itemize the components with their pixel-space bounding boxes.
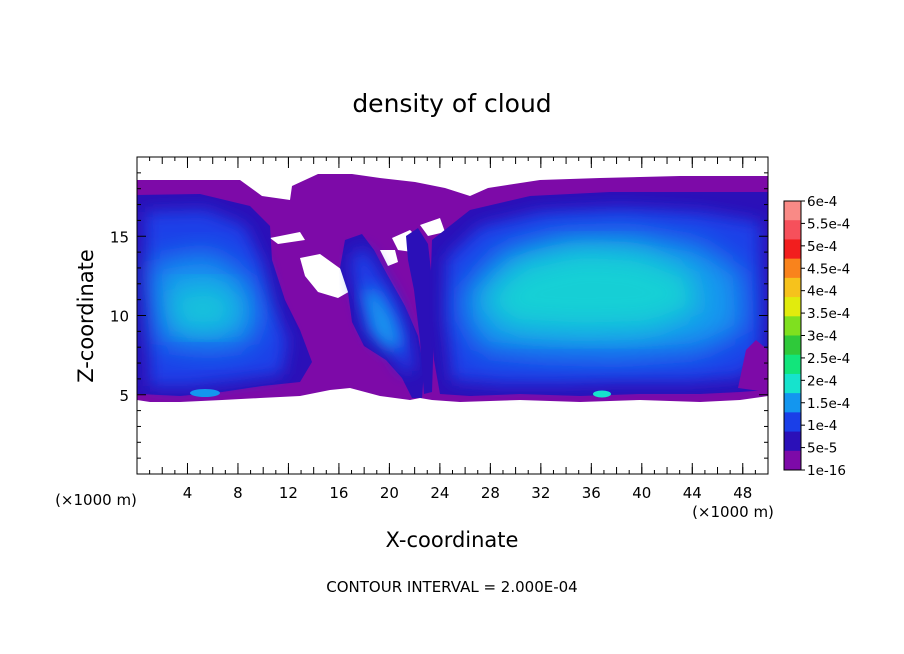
x-tick-label: 12 <box>279 484 298 502</box>
colorbar-swatch <box>784 412 801 433</box>
colorbar-label: 1e-16 <box>807 463 846 479</box>
colorbar-label: 2e-4 <box>807 373 837 389</box>
colorbar-label: 5e-4 <box>807 239 837 255</box>
y-tick-label: 15 <box>110 228 129 246</box>
x-tick-label: 32 <box>531 484 550 502</box>
colorbar-swatch <box>784 258 801 279</box>
central-stem <box>406 228 434 394</box>
right-cloud <box>430 192 768 398</box>
left-cloud <box>137 194 312 397</box>
colorbar-label: 2.5e-4 <box>807 351 850 367</box>
left-cloud-2e-4 <box>165 284 240 332</box>
x-tick-label: 28 <box>481 484 500 502</box>
colorbar-label: 3e-4 <box>807 329 837 345</box>
heatmap-field <box>137 174 768 402</box>
colorbar-label: 5.5e-4 <box>807 216 850 232</box>
colorbar-swatch <box>784 297 801 317</box>
y-tick-label: 5 <box>119 387 129 405</box>
colorbar-label: 4.5e-4 <box>807 261 850 277</box>
clear-gap <box>380 250 398 266</box>
x-tick-label: 40 <box>632 484 651 502</box>
colorbar: 6e-4 5.5e-4 5e-4 4.5e-4 4e-4 3.5e-4 3e-4 2.5e-4… <box>783 194 850 479</box>
x-axis-label: X-coordinate <box>386 528 519 552</box>
x-axis-unit-right: (×1000 m) <box>692 503 774 521</box>
colorbar-swatch <box>784 373 801 394</box>
colorbar-label: 4e-4 <box>807 284 837 300</box>
x-tick-label: 48 <box>733 484 752 502</box>
colorbar-label: 1e-4 <box>807 418 837 434</box>
colorbar-label: 3.5e-4 <box>807 306 850 322</box>
colorbar-label: 1.5e-4 <box>807 396 850 412</box>
x-tick-label: 36 <box>582 484 601 502</box>
x-tick-label: 8 <box>233 484 243 502</box>
colorbar-swatch <box>784 277 801 298</box>
y-tick-label: 10 <box>110 308 129 326</box>
x-tick-label: 16 <box>329 484 348 502</box>
colorbar-swatch <box>784 335 801 356</box>
x-tick-label: 4 <box>183 484 193 502</box>
colorbar-label: 5e-5 <box>807 441 837 457</box>
colorbar-swatch <box>784 431 801 452</box>
right-cloud-core <box>593 390 611 398</box>
x-tick-label: 20 <box>380 484 399 502</box>
colorbar-label: 6e-4 <box>807 194 837 210</box>
colorbar-swatch <box>784 220 801 240</box>
clear-gap <box>300 254 352 298</box>
x-tick-label: 44 <box>683 484 702 502</box>
colorbar-swatch <box>784 201 801 221</box>
clear-gap <box>270 232 305 244</box>
x-tick-label: 24 <box>430 484 449 502</box>
colorbar-swatch <box>784 354 801 375</box>
right-cloud-2e-4 <box>480 248 700 332</box>
central-plume-1-5e-4 <box>362 288 402 350</box>
clear-gap <box>420 218 445 236</box>
central-plume <box>340 228 434 398</box>
colorbar-swatch <box>784 393 801 413</box>
colorbar-swatch <box>784 450 801 471</box>
right-cloud-droop <box>738 340 768 392</box>
contour-interval-note: CONTOUR INTERVAL = 2.000E-04 <box>326 578 577 596</box>
left-cloud-core <box>190 389 220 397</box>
colorbar-swatch <box>784 316 801 336</box>
y-axis-label: Z-coordinate <box>74 249 98 383</box>
chart-title: density of cloud <box>352 89 551 118</box>
colorbar-swatch <box>784 239 801 260</box>
x-axis-unit-left: (×1000 m) <box>55 491 137 509</box>
